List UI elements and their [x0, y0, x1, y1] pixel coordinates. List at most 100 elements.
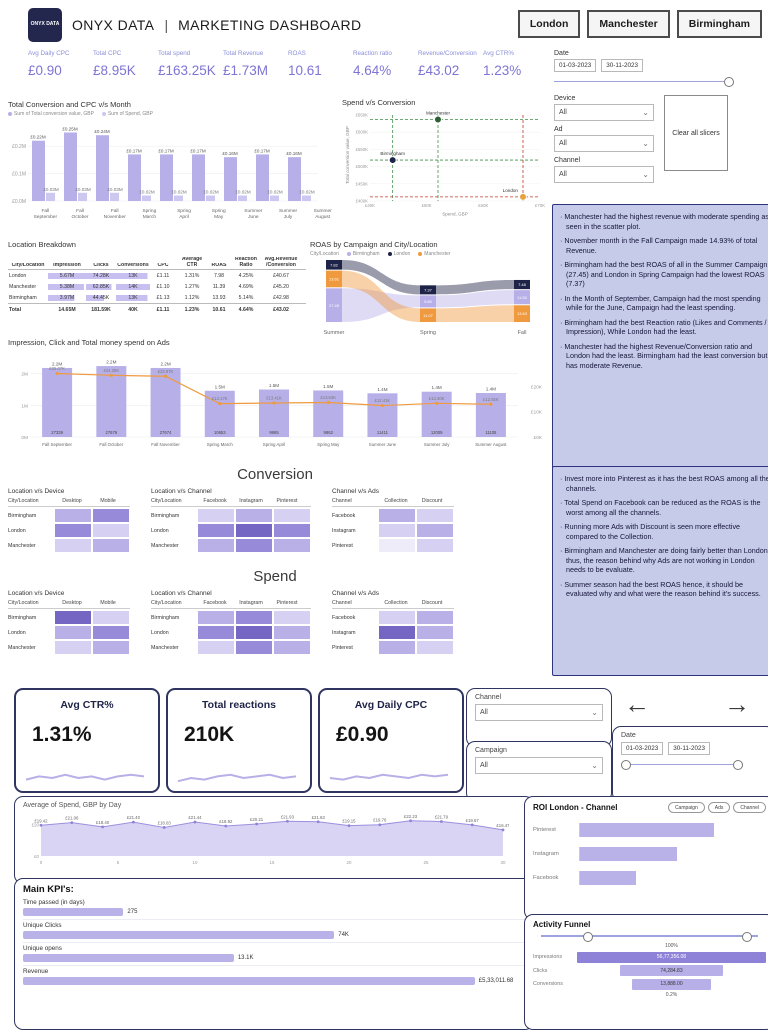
- data-point[interactable]: [39, 823, 43, 827]
- ribbon-column-london[interactable]: [420, 285, 436, 295]
- heatmap-cell[interactable]: [416, 640, 454, 655]
- heatmap-cell[interactable]: [416, 523, 454, 538]
- spend-bar[interactable]: [238, 195, 247, 201]
- slider-handle-left[interactable]: [621, 760, 631, 770]
- ribbon-column-london[interactable]: [514, 279, 530, 290]
- heatmap-cell[interactable]: [197, 640, 235, 655]
- spend-point[interactable]: [55, 371, 59, 376]
- date-to-input[interactable]: 30-11-2023: [601, 59, 643, 72]
- heatmap-cell[interactable]: [235, 508, 273, 523]
- spend-bar[interactable]: [46, 192, 55, 201]
- previous-page-arrow[interactable]: ←: [618, 688, 656, 721]
- ribbon-column-birmingham[interactable]: [420, 295, 436, 308]
- channel-select[interactable]: All ⌄: [475, 704, 603, 721]
- device-select[interactable]: All ⌄: [554, 104, 654, 121]
- heatmap-cell[interactable]: [273, 625, 311, 640]
- spend-bar[interactable]: [270, 195, 279, 201]
- heatmap-cell[interactable]: [197, 610, 235, 625]
- heatmap-cell[interactable]: [273, 640, 311, 655]
- heatmap-cell[interactable]: [416, 508, 454, 523]
- heatmap-cell[interactable]: [378, 538, 416, 553]
- kpi-bar[interactable]: [23, 977, 475, 985]
- funnel-range-slider[interactable]: [541, 931, 758, 942]
- impression-bar[interactable]: [421, 391, 452, 437]
- roi-bar[interactable]: [580, 823, 714, 837]
- heatmap-cell[interactable]: [416, 538, 454, 553]
- heatmap-cell[interactable]: [54, 625, 92, 640]
- city-button-london[interactable]: London: [517, 10, 581, 38]
- heatmap-cell[interactable]: [416, 610, 454, 625]
- roi-bar[interactable]: [580, 871, 636, 885]
- spend-point[interactable]: [272, 401, 276, 405]
- spend-bar[interactable]: [174, 195, 183, 201]
- spend-point[interactable]: [109, 373, 113, 377]
- heatmap-cell[interactable]: [273, 610, 311, 625]
- data-point[interactable]: [255, 822, 258, 826]
- heatmap-cell[interactable]: [378, 625, 416, 640]
- heatmap-cell[interactable]: [378, 640, 416, 655]
- heatmap-cell[interactable]: [378, 523, 416, 538]
- scatter-point-london[interactable]: [519, 193, 527, 201]
- ribbon-column-london[interactable]: [326, 260, 342, 270]
- funnel-bar[interactable]: 74,284.83: [619, 965, 724, 976]
- heatmap-cell[interactable]: [92, 523, 130, 538]
- date-range-slider[interactable]: [554, 77, 734, 87]
- heatmap-cell[interactable]: [378, 610, 416, 625]
- roi-bar[interactable]: [580, 847, 677, 861]
- campaign-select[interactable]: All ⌄: [475, 757, 603, 774]
- data-point[interactable]: [162, 826, 166, 829]
- impression-bar[interactable]: [367, 393, 398, 437]
- date-from-input[interactable]: 01-03-2023: [621, 742, 664, 755]
- heatmap-cell[interactable]: [54, 610, 92, 625]
- spend-bar[interactable]: [110, 192, 119, 201]
- heatmap-cell[interactable]: [416, 625, 454, 640]
- spend-point[interactable]: [218, 402, 222, 406]
- heatmap-cell[interactable]: [273, 508, 311, 523]
- table-row[interactable]: Manchester 5.38M 62.85K 14K £1.10 1.27% 11.39 4…: [8, 281, 306, 292]
- scatter-point-birmingham[interactable]: [388, 156, 397, 164]
- city-button-birmingham[interactable]: Birmingham: [676, 10, 762, 38]
- ribbon-column-birmingham[interactable]: [514, 290, 530, 305]
- slider-handle-right[interactable]: [733, 760, 743, 770]
- spend-bar[interactable]: [78, 192, 87, 201]
- data-point[interactable]: [286, 819, 289, 823]
- roi-toggle-campaign[interactable]: Campaign: [667, 802, 705, 813]
- impression-bar[interactable]: [259, 389, 289, 438]
- ribbon-column-manchester[interactable]: [326, 270, 342, 288]
- heatmap-cell[interactable]: [92, 625, 130, 640]
- data-point[interactable]: [224, 824, 228, 828]
- spend-point[interactable]: [380, 403, 385, 408]
- heatmap-cell[interactable]: [197, 538, 235, 553]
- data-point[interactable]: [501, 828, 505, 832]
- spend-bar[interactable]: [142, 195, 151, 201]
- heatmap-cell[interactable]: [92, 610, 130, 625]
- conversion-bar[interactable]: [224, 157, 237, 201]
- table-row[interactable]: Birmingham 3.97M 44.45K 13K £1.13 1.12% 13.93 5…: [8, 292, 306, 303]
- spend-point[interactable]: [435, 401, 439, 405]
- data-point[interactable]: [101, 825, 104, 829]
- conversion-bar[interactable]: [256, 154, 269, 201]
- data-point[interactable]: [470, 823, 474, 827]
- conversion-bar[interactable]: [192, 154, 205, 201]
- conversion-bar[interactable]: [64, 132, 77, 201]
- funnel-bar[interactable]: 13,888.00: [631, 978, 712, 990]
- heatmap-cell[interactable]: [378, 508, 416, 523]
- heatmap-cell[interactable]: [54, 640, 92, 655]
- roi-toggle-ads[interactable]: Ads: [707, 802, 731, 813]
- clear-slicers-button[interactable]: Clear all slicers: [664, 95, 728, 171]
- data-point[interactable]: [409, 819, 412, 823]
- heatmap-cell[interactable]: [54, 523, 92, 538]
- impression-bar[interactable]: [150, 367, 181, 437]
- slider-handle-right[interactable]: [742, 932, 752, 942]
- spend-point[interactable]: [489, 402, 493, 406]
- date-range-slider[interactable]: [621, 760, 743, 770]
- conversion-bar[interactable]: [128, 154, 141, 201]
- channel-select[interactable]: All ⌄: [554, 166, 654, 183]
- ribbon-column-manchester[interactable]: [420, 308, 436, 322]
- heatmap-cell[interactable]: [54, 538, 92, 553]
- impression-bar[interactable]: [42, 367, 73, 437]
- slider-handle-left[interactable]: [583, 932, 593, 942]
- next-page-arrow[interactable]: →: [718, 688, 756, 721]
- ad-select[interactable]: All ⌄: [554, 135, 654, 152]
- data-point[interactable]: [70, 821, 74, 825]
